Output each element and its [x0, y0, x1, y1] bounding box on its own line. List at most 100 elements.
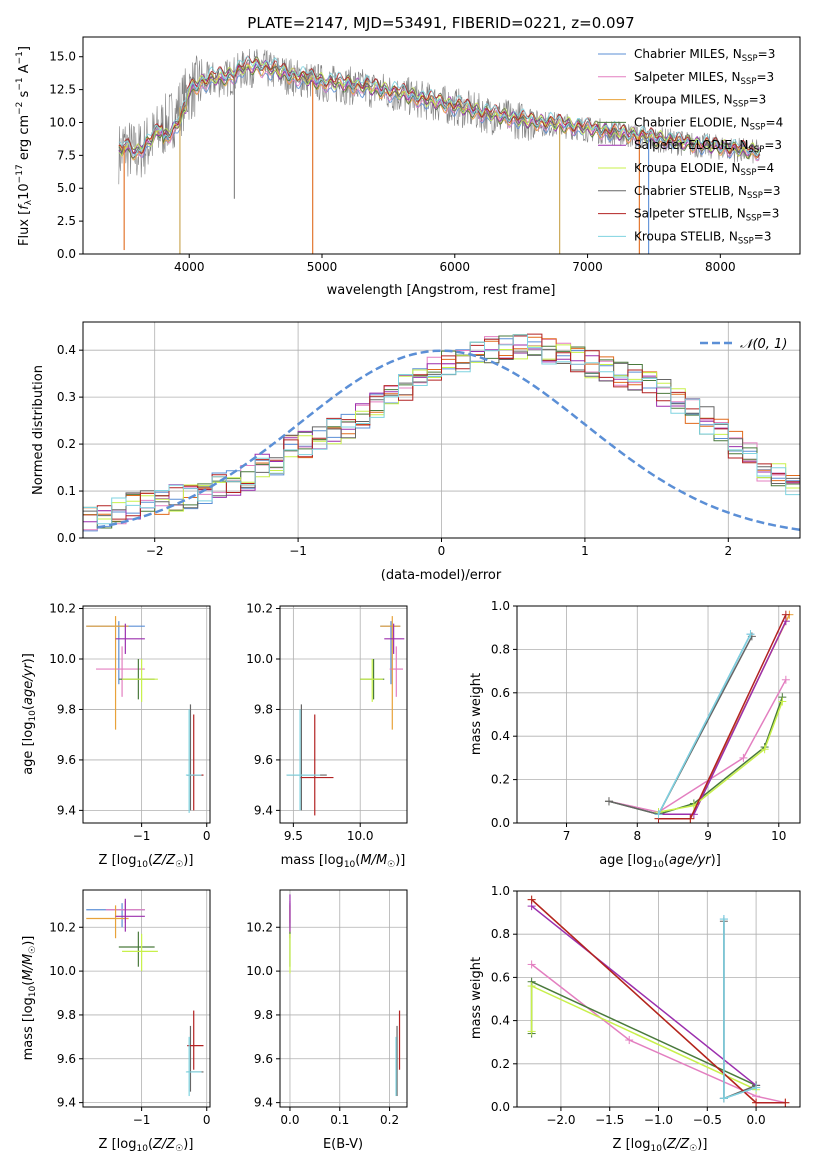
y-tick-label: 0.4	[491, 1014, 510, 1028]
y-tick-label: 10.0	[49, 964, 76, 978]
histogram-series	[83, 336, 800, 522]
x-tick-label: 7	[563, 829, 571, 843]
spectrum-lines	[118, 48, 761, 254]
histogram-series	[83, 336, 800, 531]
x-tick-label: −2	[146, 544, 164, 558]
legend-label: Chabrier ELODIE, NSSP=4	[634, 115, 783, 132]
legend-label: Chabrier MILES, NSSP=3	[634, 47, 775, 64]
y-tick-label: 10.2	[246, 920, 273, 934]
spectrum-ylabel: Flux [fλ10−17 erg cm−2 s−1 A−1]	[15, 46, 34, 246]
spectrum-title: PLATE=2147, MJD=53491, FIBERID=0221, z=0…	[247, 14, 634, 32]
y-tick-label: 9.6	[57, 753, 76, 767]
legend-label: 𝒩(0, 1)	[740, 337, 787, 352]
y-tick-label: 0.2	[491, 1057, 510, 1071]
normal-curve	[97, 349, 800, 532]
y-tick-label: 0.1	[57, 484, 76, 498]
x-tick-label: −1	[133, 829, 151, 843]
y-tick-label: 0.0	[491, 1100, 510, 1114]
y-tick-label: 7.5	[57, 148, 76, 162]
histogram-series	[83, 334, 800, 525]
model-curve	[118, 55, 760, 157]
y-tick-label: 0.0	[57, 247, 76, 261]
y-tick-label: 9.4	[254, 1096, 273, 1110]
x-tick-label: 0	[438, 544, 446, 558]
legend-label: Salpeter MILES, NSSP=3	[634, 70, 774, 87]
mass-weight-line	[658, 620, 787, 816]
y-tick-label: 9.8	[57, 1008, 76, 1022]
x-tick-label: 0.1	[330, 1113, 349, 1127]
residual-ylabel: Normed distribution	[31, 365, 46, 495]
y-tick-label: 15.0	[49, 50, 76, 64]
age-z-ylabel: age [log10(age/yr)]	[21, 653, 38, 775]
y-tick-label: 0.8	[491, 927, 510, 941]
spectrum-xlabel: wavelength [Angstrom, rest frame]	[327, 283, 556, 298]
age-z-xlabel: Z [log10(Z/Z☉)]	[99, 853, 194, 870]
x-tick-label: 0.0	[747, 1113, 766, 1127]
mass-weight-line	[658, 701, 784, 813]
x-tick-label: −0.5	[693, 1113, 722, 1127]
x-tick-label: 6000	[440, 260, 471, 274]
y-tick-label: 12.5	[49, 83, 76, 97]
x-tick-label: −1.5	[595, 1113, 624, 1127]
mw-z-ylabel: mass weight	[469, 957, 484, 1039]
axes-frame	[279, 889, 408, 1108]
y-tick-label: 10.2	[49, 920, 76, 934]
mass-z-xlabel: Z [log10(Z/Z☉)]	[99, 1137, 194, 1154]
x-tick-label: −1	[133, 1113, 151, 1127]
y-tick-label: 0.3	[57, 390, 76, 404]
y-tick-label: 9.4	[57, 1096, 76, 1110]
legend-label: Kroupa ELODIE, NSSP=4	[634, 161, 774, 178]
histogram-series	[83, 333, 800, 520]
x-tick-label: 8	[633, 829, 641, 843]
spectrum-panel: 4000 5000 6000 7000 8000 0.0 2.5 5.0 7.5 10.0 12.5…	[49, 36, 801, 274]
massweight-vs-metallicity-panel: −2.0 −1.5 −1.0 −0.5 0.0 0.0 0.2 0.4 0.6 0.8 1.0	[491, 884, 801, 1127]
histogram-series	[83, 344, 800, 520]
mw-age-xlabel: age [log10(age/yr)]	[599, 853, 721, 870]
x-tick-label: 0	[203, 829, 211, 843]
mass-weight-line	[723, 919, 757, 1100]
observed-spectrum	[118, 48, 761, 185]
histogram-steps	[83, 333, 800, 532]
axes-frame	[516, 605, 801, 824]
model-curve	[118, 55, 760, 158]
mass-weight-line	[531, 905, 757, 1086]
y-tick-label: 9.6	[254, 1052, 273, 1066]
legend-label: Kroupa MILES, NSSP=3	[634, 93, 766, 110]
histogram-series	[83, 344, 800, 523]
mass-weight-line	[608, 636, 753, 816]
mass-weight-line	[657, 633, 752, 815]
y-tick-label: 10.2	[49, 602, 76, 616]
residual-histogram-panel: −2 −1 0 1 2 0.0 0.1 0.2 0.3 0.4 𝒩(0, 1)	[57, 321, 801, 558]
x-tick-label: −1	[289, 544, 307, 558]
model-curve	[118, 61, 760, 160]
mass-weight-line	[531, 963, 786, 1104]
y-tick-label: 10.2	[246, 602, 273, 616]
y-tick-label: 2.5	[57, 214, 76, 228]
y-tick-label: 9.6	[254, 753, 273, 767]
legend-label: Kroupa STELIB, NSSP=3	[634, 229, 772, 246]
x-tick-label: 4000	[174, 260, 205, 274]
x-tick-label: 9	[704, 829, 712, 843]
y-tick-label: 9.6	[57, 1052, 76, 1066]
legend-label: Salpeter ELODIE, NSSP=3	[634, 138, 782, 155]
mass-vs-metallicity-panel: −1 0 9.4 9.6 9.8 10.0 10.2	[49, 889, 211, 1127]
legend-label: Chabrier STELIB, NSSP=3	[634, 184, 781, 201]
axes-frame	[279, 605, 408, 824]
x-tick-label: 0.0	[280, 1113, 299, 1127]
axes-frame	[82, 889, 211, 1108]
axes-frame	[82, 36, 801, 255]
age-vs-metallicity-panel: −1 0 9.4 9.6 9.8 10.0 10.2	[49, 602, 210, 843]
mass-vs-ebv-panel: 0.0 0.1 0.2 9.4 9.6 9.8 10.0 10.2	[246, 889, 408, 1127]
x-tick-label: 0	[203, 1113, 211, 1127]
mass-weight-line	[658, 614, 787, 820]
residual-xlabel: (data-model)/error	[381, 568, 502, 583]
legend-label: Salpeter STELIB, NSSP=3	[634, 207, 779, 224]
y-tick-label: 10.0	[246, 964, 273, 978]
mass-weight-line	[530, 980, 757, 1087]
mw-z-xlabel: Z [log10(Z/Z☉)]	[613, 1137, 708, 1154]
x-tick-label: 10.0	[347, 829, 374, 843]
y-tick-label: 10.0	[49, 115, 76, 129]
y-tick-label: 0.2	[491, 773, 510, 787]
mw-age-ylabel: mass weight	[469, 673, 484, 755]
